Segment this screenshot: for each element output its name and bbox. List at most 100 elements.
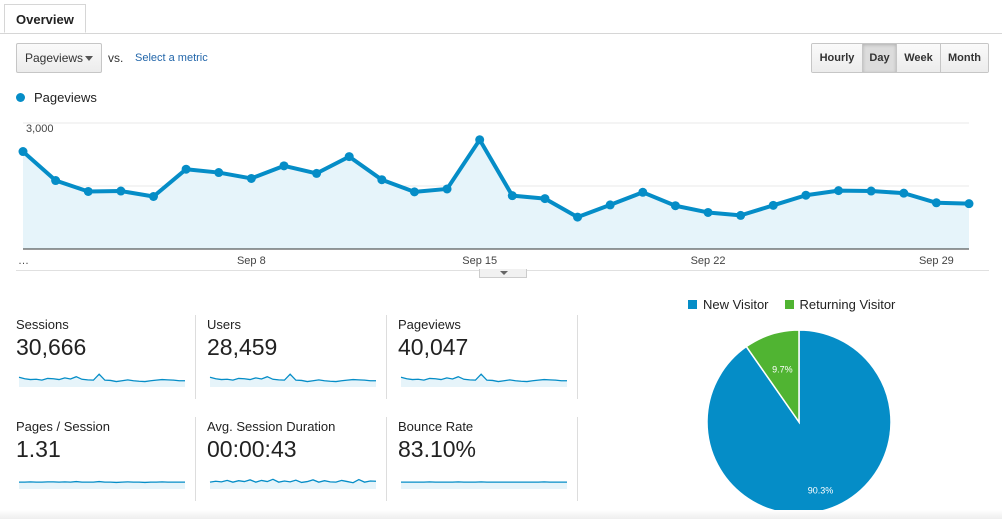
data-point — [866, 186, 876, 196]
sparkline-area — [210, 374, 376, 387]
kpi-value: 40,047 — [398, 334, 469, 360]
kpi-value: 00:00:43 — [207, 436, 297, 462]
tab-overview[interactable]: Overview — [4, 4, 86, 33]
week-button[interactable]: Week — [897, 44, 941, 72]
legend-label: Returning Visitor — [799, 297, 896, 312]
x-tick-label: Sep 22 — [691, 255, 726, 267]
legend-swatch-icon — [784, 300, 794, 309]
kpi-label: Pages / Session — [16, 419, 110, 434]
sparkline-line — [209, 478, 377, 484]
sparkline-line — [209, 373, 376, 383]
data-point — [703, 207, 713, 217]
data-point — [83, 186, 93, 196]
kpi-bounce-rate: Bounce Rate 83.10% — [398, 417, 578, 501]
pie-slice-label: 9.7% — [772, 364, 793, 374]
kpi-value: 1.31 — [16, 436, 61, 462]
divider — [195, 315, 196, 399]
kpi-label: Bounce Rate — [398, 419, 474, 434]
divider — [577, 315, 578, 399]
x-tick-label: … — [18, 255, 29, 267]
sparkline-area — [401, 481, 567, 489]
month-button[interactable]: Month — [941, 44, 988, 72]
kpi-avg-session-duration: Avg. Session Duration 00:00:43 — [207, 417, 387, 501]
data-point — [638, 187, 648, 197]
legend-dot-icon — [16, 93, 25, 102]
hourly-button[interactable]: Hourly — [812, 44, 863, 72]
legend-swatch-icon — [688, 300, 697, 309]
tab-bar: Overview — [0, 0, 1002, 34]
data-point — [116, 186, 126, 196]
data-point — [377, 175, 387, 185]
data-point — [736, 210, 746, 220]
sparkline — [209, 478, 377, 489]
data-point — [409, 187, 419, 197]
sparkline — [209, 373, 376, 387]
kpi-users: Users 28,459 — [207, 315, 387, 399]
data-point — [475, 135, 485, 145]
sparkline — [400, 373, 567, 387]
sparkline-line — [19, 480, 185, 484]
data-point — [834, 186, 844, 196]
legend-label: New Visitor — [703, 297, 769, 312]
data-point — [148, 192, 158, 201]
pie-slice — [745, 329, 800, 425]
x-tick-label: Sep 29 — [919, 255, 954, 267]
area-fill — [23, 139, 969, 249]
data-point — [442, 184, 452, 194]
legend-label: Pageviews — [34, 90, 97, 105]
data-point — [801, 190, 811, 200]
day-button[interactable]: Day — [863, 44, 897, 72]
sparkline — [19, 480, 185, 489]
series-line — [21, 137, 970, 220]
main-chart-legend: Pageviews — [16, 90, 97, 105]
data-point — [214, 168, 224, 178]
x-tick-label: Sep 15 — [462, 255, 497, 267]
kpi-value: 30,666 — [16, 334, 87, 360]
data-point — [964, 199, 974, 209]
chart-collapse-handle[interactable] — [479, 269, 527, 278]
data-point — [605, 200, 615, 210]
data-point — [540, 194, 550, 204]
legend-item-new-visitor[interactable]: New Visitor — [688, 297, 769, 312]
kpi-pageviews: Pageviews 40,047 — [398, 315, 578, 399]
sparkline-area — [210, 479, 376, 489]
visitor-pie-chart: 90.3% 9.7% — [706, 329, 892, 515]
granularity-toggle: Hourly Day Week Month — [811, 43, 989, 73]
divider — [386, 315, 387, 399]
sparkline-line — [400, 373, 567, 383]
kpi-sessions: Sessions 30,666 — [16, 315, 196, 399]
metric-dropdown[interactable]: Pageviews — [16, 43, 102, 73]
data-point — [246, 173, 256, 183]
pie-legend: New Visitor Returning Visitor — [688, 297, 895, 312]
kpi-value: 28,459 — [207, 334, 278, 360]
x-tick-label: Sep 8 — [237, 255, 266, 267]
pie-slice — [706, 329, 892, 515]
kpi-pages-per-session: Pages / Session 1.31 — [16, 417, 196, 501]
legend-item-returning-visitor[interactable]: Returning Visitor — [784, 297, 896, 312]
metric-dropdown-value: Pageviews — [25, 51, 84, 65]
sparkline-area — [19, 481, 185, 489]
divider — [577, 417, 578, 501]
data-point — [573, 212, 583, 222]
kpi-label: Avg. Session Duration — [207, 419, 336, 434]
data-point — [507, 191, 517, 201]
page-footer-shadow — [0, 510, 1002, 519]
sparkline-area — [19, 374, 185, 387]
data-point — [344, 152, 354, 162]
kpi-label: Pageviews — [398, 317, 461, 332]
data-point — [51, 176, 61, 186]
divider — [386, 417, 387, 501]
data-point — [931, 198, 941, 208]
select-metric-link[interactable]: Select a metric — [135, 52, 208, 64]
data-point — [670, 201, 680, 211]
kpi-label: Users — [207, 317, 241, 332]
vs-label: vs. — [108, 51, 124, 65]
pie-slice-label: 90.3% — [808, 485, 834, 495]
kpi-label: Sessions — [16, 317, 69, 332]
data-point — [768, 200, 778, 210]
sparkline-line — [18, 373, 185, 383]
kpi-value: 83.10% — [398, 436, 477, 462]
y-tick-label: 3,000 — [26, 123, 54, 135]
data-point — [181, 164, 191, 174]
